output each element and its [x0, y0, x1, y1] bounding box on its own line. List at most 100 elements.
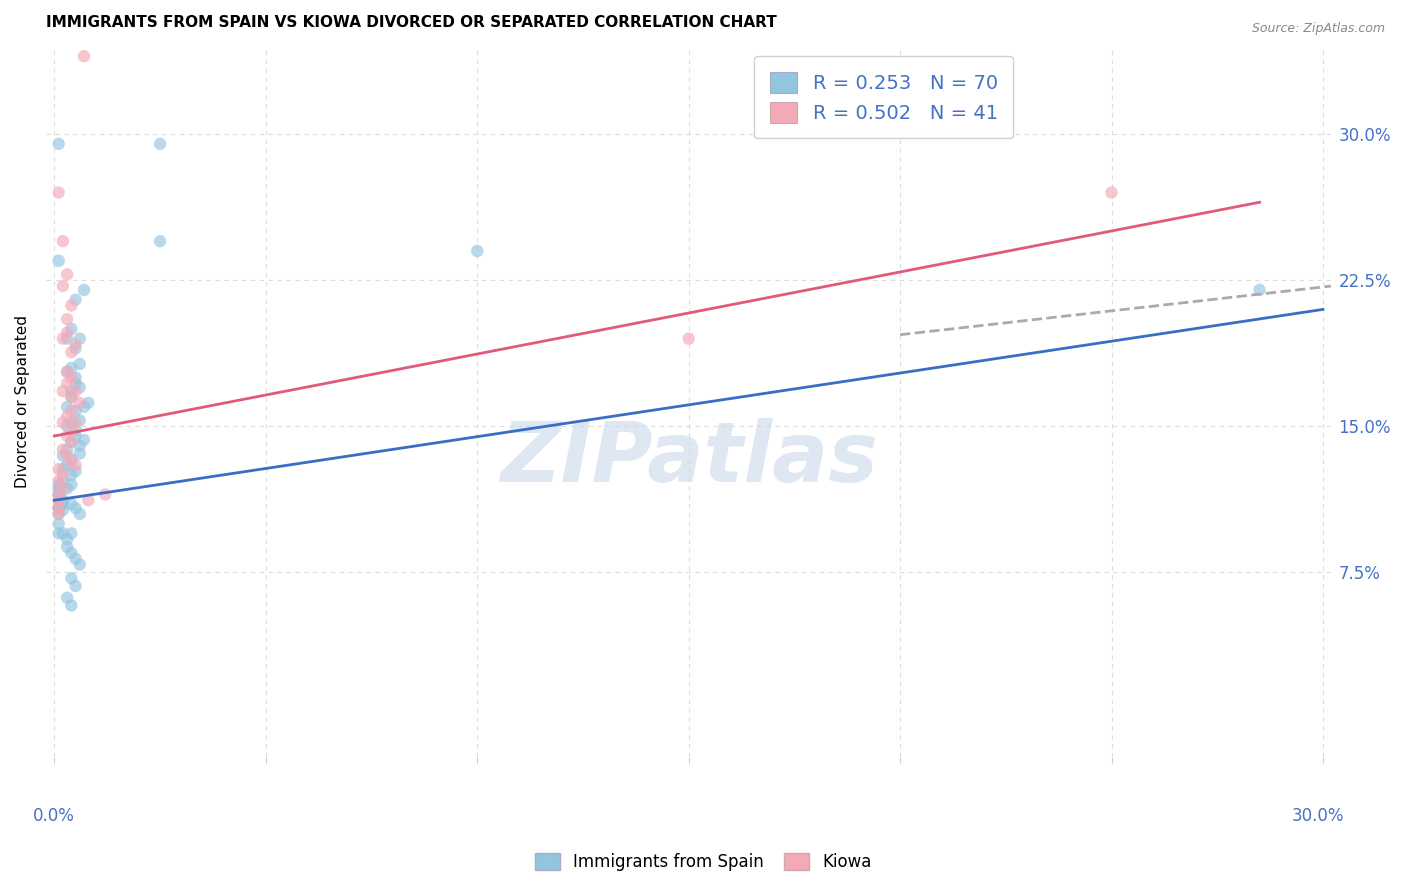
Point [60, 599, 83, 613]
Point [52, 482, 75, 496]
Point [60, 345, 83, 359]
Point [48, 136, 70, 151]
Point [60, 434, 83, 449]
Point [60, 298, 83, 312]
Point [52, 526, 75, 541]
Point [60, 403, 83, 417]
Point [465, 244, 488, 258]
Point [52, 234, 75, 248]
Point [60, 546, 83, 560]
Point [65, 458, 87, 473]
Point [1249, 283, 1271, 297]
Text: 30.0%: 30.0% [1292, 807, 1344, 825]
Point [60, 477, 83, 491]
Point [69, 413, 91, 427]
Text: 0.0%: 0.0% [34, 807, 75, 825]
Point [56, 419, 79, 434]
Point [69, 439, 91, 453]
Point [69, 558, 91, 572]
Point [60, 571, 83, 585]
Point [60, 454, 83, 468]
Point [48, 477, 70, 491]
Point [48, 493, 70, 508]
Point [94, 487, 117, 501]
Point [65, 293, 87, 307]
Point [48, 482, 70, 496]
Point [65, 376, 87, 391]
Point [77, 493, 100, 508]
Point [56, 482, 79, 496]
Point [60, 416, 83, 430]
Point [60, 434, 83, 449]
Point [48, 487, 70, 501]
Point [52, 462, 75, 476]
Point [69, 446, 91, 460]
Point [69, 396, 91, 410]
Point [48, 516, 70, 531]
Point [60, 423, 83, 437]
Point [52, 332, 75, 346]
Point [52, 416, 75, 430]
Point [48, 253, 70, 268]
Point [60, 390, 83, 404]
Point [56, 458, 79, 473]
Point [60, 322, 83, 336]
Point [56, 365, 79, 379]
Point [69, 507, 91, 521]
Point [65, 337, 87, 351]
Point [56, 365, 79, 379]
Point [48, 487, 70, 501]
Point [52, 442, 75, 457]
Point [65, 551, 87, 566]
Point [60, 384, 83, 399]
Point [48, 493, 70, 508]
Point [56, 409, 79, 424]
Point [65, 501, 87, 516]
Text: ZIPatlas: ZIPatlas [499, 418, 877, 500]
Point [69, 332, 91, 346]
Point [678, 332, 700, 346]
Point [73, 400, 96, 414]
Point [48, 186, 70, 200]
Legend: R = 0.253   N = 70, R = 0.502   N = 41: R = 0.253 N = 70, R = 0.502 N = 41 [754, 56, 1014, 138]
Point [56, 533, 79, 547]
Point [73, 49, 96, 63]
Point [1101, 186, 1123, 200]
Point [48, 501, 70, 516]
Point [56, 326, 79, 340]
Point [56, 442, 79, 457]
Point [73, 283, 96, 297]
Point [69, 380, 91, 394]
Point [56, 449, 79, 463]
Point [65, 416, 87, 430]
Point [48, 501, 70, 516]
Point [65, 429, 87, 443]
Point [65, 403, 87, 417]
Point [48, 507, 70, 521]
Point [48, 487, 70, 501]
Point [48, 462, 70, 476]
Point [60, 467, 83, 482]
Point [48, 507, 70, 521]
Point [65, 423, 87, 437]
Text: Source: ZipAtlas.com: Source: ZipAtlas.com [1251, 22, 1385, 36]
Point [52, 384, 75, 399]
Point [149, 136, 172, 151]
Point [52, 449, 75, 463]
Point [56, 332, 79, 346]
Point [60, 360, 83, 375]
Point [60, 370, 83, 384]
Point [65, 579, 87, 593]
Y-axis label: Divorced or Separated: Divorced or Separated [15, 316, 30, 489]
Point [48, 526, 70, 541]
Point [48, 501, 70, 516]
Point [56, 429, 79, 443]
Point [52, 467, 75, 482]
Point [52, 503, 75, 517]
Point [60, 526, 83, 541]
Point [52, 493, 75, 508]
Point [56, 312, 79, 326]
Point [56, 268, 79, 282]
Point [149, 234, 172, 248]
Point [65, 370, 87, 384]
